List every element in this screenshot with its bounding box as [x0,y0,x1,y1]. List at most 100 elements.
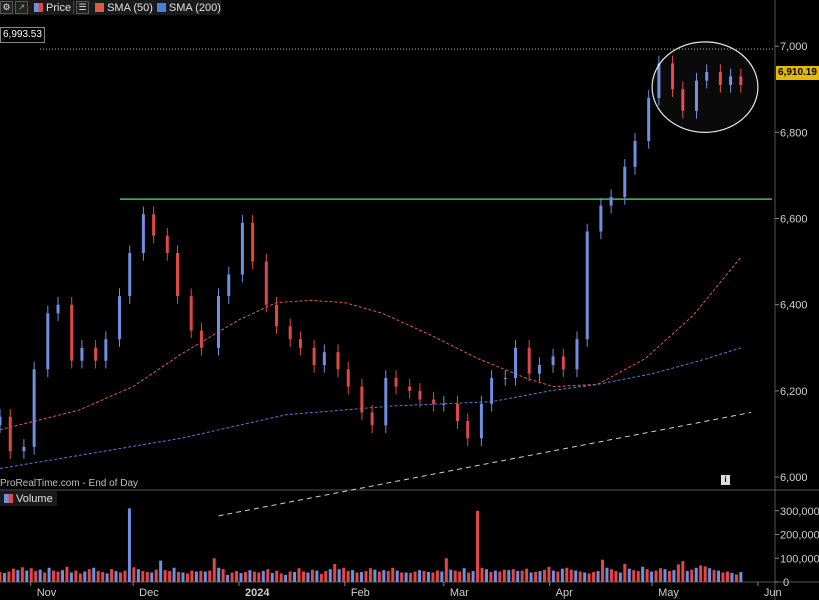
candle [479,396,483,447]
volume-bar [453,570,457,582]
candle-body [189,296,193,331]
candle-body [514,347,518,378]
candle-body [681,89,685,111]
volume-bar [391,567,395,582]
candle [346,361,350,395]
volume-bar [467,572,471,582]
candle [671,55,675,98]
candle-body [551,356,555,366]
volume-bar [226,574,230,582]
candle-body [394,377,398,387]
volume-bar [542,569,546,582]
volume-bar [547,566,551,582]
volume-bar [471,571,475,582]
volume-bar [413,571,417,582]
volume-bar [676,564,680,582]
volume-bar [270,572,274,582]
candle [217,288,221,356]
candle [189,288,193,339]
volume-bar [2,572,6,582]
toolbar-separator [73,1,75,14]
info-icon[interactable]: i [721,475,730,485]
volume-bar [101,572,105,582]
volume-bar [301,571,305,582]
candle-body [8,416,12,452]
volume-bar [699,565,703,582]
volume-bar [721,572,725,582]
volume-bar [266,569,270,582]
candle [141,206,145,261]
candle-body [694,80,698,111]
candle [739,68,743,93]
chart-toolbar: ⚙ ↗ Price ☰ SMA (50) SMA (200) [0,0,221,15]
candle-body [32,369,36,447]
volume-bar [364,571,368,582]
candle [537,357,541,382]
volume-bar [279,573,283,582]
candle-body [176,253,180,297]
volume-bar [614,571,618,582]
sma200-legend-label[interactable]: SMA (200) [168,1,221,14]
volume-bar [293,572,297,582]
candle-body [104,339,108,361]
candle-body [718,72,722,85]
volume-bar [623,563,627,582]
volume-bar [136,569,140,582]
volume-bar [328,569,332,582]
volume-bar [529,572,533,582]
volume-bar [92,567,96,582]
volume-bar [342,567,346,582]
volume-bar [351,570,355,582]
volume-bar [681,561,685,582]
volume-bar [458,571,462,582]
candle-body [346,369,350,387]
candle [408,378,412,399]
volume-bar [730,572,734,582]
volume-panel-title: Volume [0,491,57,506]
time-axis-tick-label: 2024 [245,587,270,599]
volume-swatch-icon [4,494,13,503]
volume-bar [525,568,529,582]
price-axis-tick-label: 6,000 [780,472,808,484]
volume-bar [440,571,444,582]
volume-bar [641,566,645,582]
price-swatch-icon [34,3,43,12]
candle-body [585,231,589,340]
sma50-legend-label[interactable]: SMA (50) [107,1,153,14]
volume-bar [185,573,189,582]
candle-body [479,403,483,439]
volume-bar [382,570,386,582]
volume-bar [199,571,203,582]
volume-bar [297,568,301,582]
candle-body [152,214,156,236]
candle-body [94,347,98,361]
volume-bar [605,567,609,582]
time-axis-tick-label: Feb [351,587,370,599]
volume-bar [16,570,20,582]
volume-bar [159,560,163,582]
volume-bar [310,569,314,582]
source-caption: ProRealTime.com - End of Day [0,478,139,489]
price-axis-tick-label: 6,200 [780,386,808,398]
price-legend-label[interactable]: Price [46,1,72,14]
settings-icon[interactable]: ⚙ [0,1,13,14]
candle [551,348,555,373]
volume-bar [667,571,671,582]
arrow-up-icon[interactable]: ↗ [15,1,28,14]
candle [8,408,12,459]
volume-bar [261,571,265,582]
high-price-tag: 6,993.53 [0,27,45,43]
volume-bar [511,569,515,582]
candle [104,331,108,369]
volume-bar [400,572,404,582]
list-icon[interactable]: ☰ [76,1,90,14]
candle-body [128,253,132,297]
candle [94,340,98,369]
candle [394,370,398,395]
volume-bar [712,570,716,582]
candle-body [251,222,255,262]
volume-bar [534,572,538,582]
candle [117,288,121,347]
volume-bar [87,569,91,582]
volume-bar [217,567,221,582]
